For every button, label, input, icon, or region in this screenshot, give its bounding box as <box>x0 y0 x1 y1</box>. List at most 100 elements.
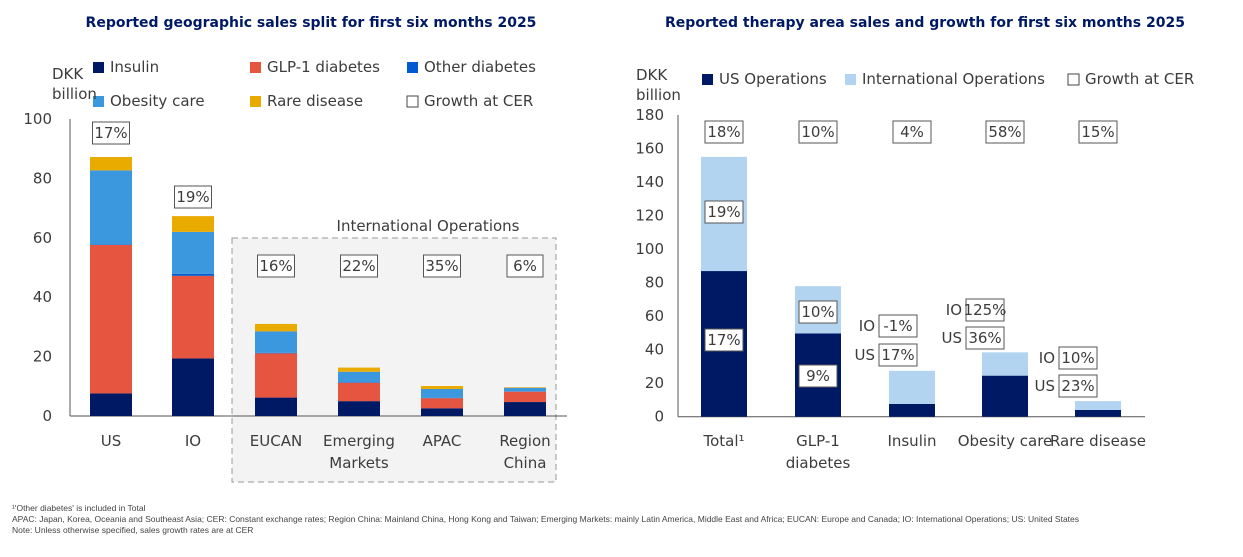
right-ylabel-1: DKK <box>636 66 668 84</box>
bar-eucan-rare-disease <box>255 323 297 332</box>
footnote-1: ¹'Other diabetes' is included in Total <box>12 503 146 513</box>
growth-io-label: 10% <box>801 303 834 321</box>
right-ytick: 120 <box>635 207 664 225</box>
left-ytick: 80 <box>33 169 52 187</box>
growth-total-label: 4% <box>900 123 924 141</box>
bar-eucan-insulin <box>255 397 297 416</box>
growth-us-label-box <box>1058 374 1098 398</box>
bar-eucan-other-diabetes <box>255 352 297 354</box>
growth-total-label-box <box>1078 120 1118 144</box>
footnotes: ¹'Other diabetes' is included in Total A… <box>12 503 1192 536</box>
bar-3-io <box>982 352 1028 376</box>
bar-io-rare-disease <box>172 216 214 232</box>
legend-left-0: Insulin <box>110 58 159 76</box>
us-prefix: US <box>854 346 875 364</box>
left-ytick: 0 <box>42 407 52 425</box>
growth-us-label-box <box>798 364 838 388</box>
left-xtick: Markets <box>329 454 389 472</box>
bar-2-io <box>889 370 935 404</box>
right-xtick: Insulin <box>887 432 936 450</box>
bar-us-rare-disease <box>90 157 132 171</box>
growth-total-label-box <box>985 120 1025 144</box>
left-ytick: 40 <box>33 288 52 306</box>
legend-left-5-swatch <box>406 95 419 108</box>
growth-label-box <box>174 185 212 209</box>
bar-4-io <box>1075 401 1121 410</box>
growth-label-box <box>340 254 378 278</box>
left-xtick: China <box>504 454 547 472</box>
growth-total-label-box <box>798 120 838 144</box>
legend-right-0-swatch <box>702 74 713 85</box>
growth-label-box <box>257 254 295 278</box>
bar-io-obesity-care <box>172 231 214 274</box>
growth-total-label: 58% <box>988 123 1021 141</box>
growth-label: 16% <box>259 257 292 275</box>
growth-us-label: 23% <box>1061 377 1094 395</box>
left-xtick: US <box>101 432 122 450</box>
io-group-label: International Operations <box>337 217 520 235</box>
left-xtick: EUCAN <box>250 432 302 450</box>
bar-us-glp-1-diabetes <box>90 244 132 394</box>
bar-apac-rare-disease <box>421 386 463 389</box>
growth-label: 19% <box>176 188 209 206</box>
footnote-3: Note: Unless otherwise specified, sales … <box>12 525 254 535</box>
bar-region-china-rare-disease <box>504 387 546 388</box>
bar-us-other-diabetes <box>90 244 132 245</box>
growth-total-label: 15% <box>1081 123 1114 141</box>
bar-eucan-glp-1-diabetes <box>255 353 297 398</box>
growth-io-label: 10% <box>1061 349 1094 367</box>
legend-right-1-swatch <box>845 74 856 85</box>
growth-us-label: 36% <box>968 329 1001 347</box>
bar-us-insulin <box>90 393 132 416</box>
legend-right-0: US Operations <box>719 70 827 88</box>
right-xtick: diabetes <box>786 454 851 472</box>
right-ytick: 160 <box>635 140 664 158</box>
legend-left-1-swatch <box>250 62 261 73</box>
legend-left-4: Rare disease <box>267 92 363 110</box>
right-title: Reported therapy area sales and growth f… <box>665 15 1185 31</box>
growth-us-label: 9% <box>806 367 830 385</box>
growth-io-label-box <box>704 200 744 224</box>
growth-label-box <box>506 254 544 278</box>
right-ylabel-2: billion <box>636 86 681 104</box>
legend-right-2-swatch <box>1067 73 1080 86</box>
bar-region-china-glp-1-diabetes <box>504 391 546 403</box>
right-xtick: GLP-1 <box>796 432 840 450</box>
bar-apac-glp-1-diabetes <box>421 398 463 409</box>
us-prefix: US <box>1034 377 1055 395</box>
left-xtick: APAC <box>423 432 462 450</box>
footnote-2: APAC: Japan, Korea, Oceania and Southeas… <box>12 514 1080 524</box>
right-ytick: 100 <box>635 240 664 258</box>
left-ylabel-2: billion <box>52 85 97 103</box>
left-xtick: Emerging <box>323 432 395 450</box>
right-ytick: 20 <box>645 374 664 392</box>
growth-total-label-box <box>704 120 744 144</box>
bar-2-us <box>889 403 935 417</box>
bar-emerging-markets-obesity-care <box>338 371 380 383</box>
legend-left-1: GLP-1 diabetes <box>267 58 380 76</box>
legend-left-0-swatch <box>93 62 104 73</box>
growth-label: 6% <box>513 257 537 275</box>
right-ytick: 80 <box>645 274 664 292</box>
bar-us-obesity-care <box>90 170 132 245</box>
growth-io-label: -1% <box>883 317 912 335</box>
right-ytick: 180 <box>635 106 664 124</box>
growth-us-label: 17% <box>881 346 914 364</box>
bar-apac-obesity-care <box>421 388 463 398</box>
us-prefix: US <box>941 329 962 347</box>
bar-emerging-markets-glp-1-diabetes <box>338 382 380 402</box>
right-xtick: Rare disease <box>1050 432 1146 450</box>
bar-emerging-markets-other-diabetes <box>338 382 380 383</box>
growth-io-label: 19% <box>707 203 740 221</box>
left-title: Reported geographic sales split for firs… <box>86 15 537 31</box>
left-ytick: 100 <box>23 110 52 128</box>
right-ytick: 140 <box>635 173 664 191</box>
legend-left-2: Other diabetes <box>424 58 536 76</box>
bar-4-us <box>1075 409 1121 417</box>
bar-io-insulin <box>172 358 214 416</box>
legend-left-3: Obesity care <box>110 92 205 110</box>
left-xtick: Region <box>499 432 550 450</box>
growth-total-label-box <box>892 120 932 144</box>
growth-us-label-box <box>704 328 744 352</box>
